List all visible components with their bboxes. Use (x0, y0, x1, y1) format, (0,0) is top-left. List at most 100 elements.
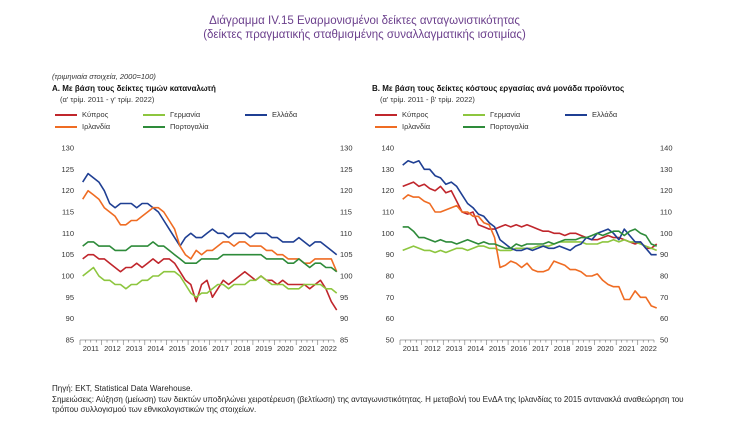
legend-swatch (463, 114, 485, 117)
units-note: (τριμηνιαία στοιχεία, 2000=100) (52, 72, 156, 81)
legend-label: Πορτογαλία (490, 122, 529, 131)
legend-swatch (143, 114, 165, 117)
legend-label: Ιρλανδία (82, 122, 111, 131)
legend-swatch (463, 126, 485, 129)
y-tick-left: 90 (386, 250, 394, 259)
series-line-3 (82, 172, 338, 256)
series-line-3 (402, 159, 657, 256)
legend-item-4: Ιρλανδία (55, 122, 110, 131)
x-tick-label: 2012 (104, 344, 121, 353)
y-tick-left: 130 (381, 165, 394, 174)
x-tick-label: 2014 (147, 344, 164, 353)
legend-item-2: Γερμανία (143, 110, 200, 119)
panel-a-title: Α. Με βάση τους δείκτες τιμών καταναλωτή (52, 84, 216, 93)
y-tick-right: 120 (660, 186, 673, 195)
legend-label: Ελλάδα (272, 110, 298, 119)
y-tick-right: 125 (340, 165, 353, 174)
y-tick-left: 50 (386, 336, 394, 345)
legend-label: Ιρλανδία (402, 122, 431, 131)
y-tick-right: 90 (660, 250, 668, 259)
y-tick-right: 110 (340, 229, 352, 238)
y-tick-left: 110 (382, 208, 394, 217)
x-tick-label: 2016 (511, 344, 528, 353)
y-tick-left: 100 (61, 272, 74, 281)
source-note: Πηγή: ΕΚΤ, Statistical Data Warehouse. (52, 384, 193, 393)
y-tick-right: 50 (660, 336, 668, 345)
x-tick-label: 2011 (403, 344, 419, 353)
y-tick-left: 85 (66, 336, 74, 345)
y-tick-right: 105 (340, 250, 353, 259)
y-tick-right: 60 (660, 314, 668, 323)
legend-item-5: Πορτογαλία (463, 122, 529, 131)
y-tick-right: 85 (340, 336, 348, 345)
x-tick-label: 2013 (126, 344, 143, 353)
y-tick-right: 140 (660, 144, 673, 153)
y-tick-left: 115 (62, 208, 74, 217)
x-tick-label: 2011 (83, 344, 99, 353)
x-tick-label: 2018 (554, 344, 571, 353)
legend-swatch (375, 114, 397, 117)
panel-a-subtitle: (α' τρίμ. 2011 - γ' τρίμ. 2022) (60, 95, 155, 104)
x-tick-label: 2018 (234, 344, 251, 353)
figure-subtitle: (δείκτες πραγματικής σταθμισμένης συναλλ… (203, 29, 526, 41)
y-tick-right: 130 (340, 144, 353, 153)
series-line-2 (82, 266, 338, 299)
y-tick-right: 115 (340, 208, 352, 217)
series-line-1 (82, 253, 338, 311)
legend-item-5: Πορτογαλία (143, 122, 209, 131)
y-tick-right: 100 (340, 272, 353, 281)
x-tick-label: 2013 (446, 344, 463, 353)
legend-item-1: Κύπρος (375, 110, 428, 119)
x-tick-label: 2022 (640, 344, 657, 353)
y-tick-right: 100 (660, 229, 673, 238)
y-tick-left: 130 (61, 144, 74, 153)
y-tick-left: 105 (61, 250, 74, 259)
y-tick-right: 130 (660, 165, 673, 174)
legend-item-4: Ιρλανδία (375, 122, 430, 131)
x-tick-label: 2014 (467, 344, 484, 353)
legend-swatch (245, 114, 267, 117)
legend-swatch (375, 126, 397, 129)
x-tick-label: 2019 (575, 344, 592, 353)
figure-title: Διάγραμμα IV.15 Εναρμονισμένοι δείκτες α… (209, 15, 520, 27)
y-tick-right: 90 (340, 314, 348, 323)
legend-label: Κύπρος (402, 110, 429, 119)
x-tick-label: 2016 (191, 344, 208, 353)
legend-item-3: Ελλάδα (565, 110, 617, 119)
y-tick-left: 110 (62, 229, 74, 238)
y-tick-left: 140 (381, 144, 394, 153)
y-tick-left: 80 (386, 272, 394, 281)
y-tick-left: 120 (61, 186, 74, 195)
legend-item-3: Ελλάδα (245, 110, 297, 119)
panel-b-title: Β. Με βάση τους δείκτες κόστους εργασίας… (372, 84, 625, 93)
y-tick-left: 90 (66, 314, 74, 323)
series-line-1 (402, 181, 658, 250)
series-line-4 (402, 194, 657, 309)
legend-label: Ελλάδα (592, 110, 618, 119)
y-tick-left: 70 (386, 293, 394, 302)
y-tick-right: 70 (660, 293, 668, 302)
legend-item-2: Γερμανία (463, 110, 520, 119)
x-tick-label: 2019 (255, 344, 272, 353)
y-tick-right: 120 (340, 186, 353, 195)
y-tick-right: 80 (660, 272, 668, 281)
x-tick-label: 2020 (277, 344, 294, 353)
y-tick-left: 60 (386, 314, 394, 323)
y-tick-left: 125 (61, 165, 74, 174)
legend-label: Γερμανία (490, 110, 521, 119)
remarks-note: Σημειώσεις: Αύξηση (μείωση) των δεικτών … (52, 395, 684, 414)
y-tick-left: 120 (381, 186, 394, 195)
panel-b-subtitle: (α' τρίμ. 2011 - β' τρίμ. 2022) (380, 95, 475, 104)
y-tick-left: 95 (66, 293, 74, 302)
y-tick-right: 95 (340, 293, 348, 302)
x-tick-label: 2017 (212, 344, 229, 353)
legend-swatch (565, 114, 587, 117)
x-tick-label: 2021 (299, 344, 316, 353)
panel-b-chart: 50 50 60 60 70 70 80 80 90 90 100 100 110 110 120 120 13… (381, 144, 673, 354)
series-line-5 (402, 226, 657, 250)
legend-label: Γερμανία (170, 110, 201, 119)
x-tick-label: 2015 (489, 344, 506, 353)
x-tick-label: 2015 (169, 344, 186, 353)
series-line-2 (402, 238, 657, 254)
x-tick-label: 2012 (424, 344, 441, 353)
